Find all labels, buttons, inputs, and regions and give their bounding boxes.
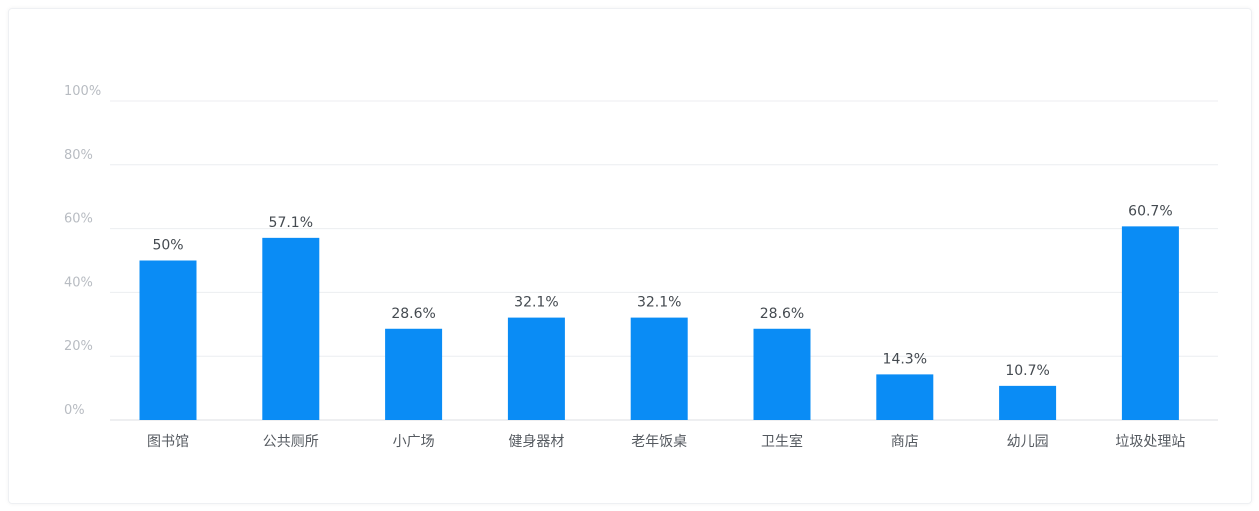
data-label: 10.7%: [1005, 363, 1049, 379]
x-axis-categories: 图书馆 公共厕所 小广场 健身器材 老年饭桌 卫生室 商店 幼儿园 垃圾处理站: [147, 433, 1185, 450]
category-label: 小广场: [393, 434, 435, 450]
y-tick-label: 0%: [64, 403, 85, 418]
data-label: 14.3%: [883, 351, 927, 367]
category-label: 公共厕所: [263, 434, 319, 450]
data-label: 28.6%: [760, 306, 804, 322]
category-label: 图书馆: [147, 434, 189, 450]
y-tick-label: 100%: [64, 84, 101, 99]
category-label: 卫生室: [761, 433, 803, 450]
data-label: 50%: [152, 238, 183, 254]
data-label: 60.7%: [1128, 203, 1172, 219]
bar-2: [262, 237, 320, 420]
y-tick-label: 40%: [64, 275, 93, 290]
y-tick-label: 20%: [64, 339, 93, 354]
data-label: 57.1%: [269, 215, 313, 231]
bar-1: [139, 260, 197, 420]
category-label: 健身器材: [508, 434, 564, 450]
bar-8: [999, 385, 1057, 420]
category-label: 幼儿园: [1007, 434, 1049, 450]
data-label: 32.1%: [514, 295, 558, 311]
y-axis-ticks: 0% 20% 40% 60% 80% 100%: [64, 84, 101, 418]
category-label: 老年饭桌: [631, 434, 687, 450]
data-label: 32.1%: [637, 295, 681, 311]
data-labels: 50% 57.1% 28.6% 32.1% 32.1% 28.6% 14.3% 10.7% 60…: [152, 203, 1172, 379]
y-tick-label: 80%: [64, 148, 93, 163]
category-label: 垃圾处理站: [1115, 434, 1185, 450]
chart-card: [8, 8, 1252, 504]
bar-6: [753, 328, 811, 420]
bar-3: [385, 328, 443, 420]
category-label: 商店: [891, 434, 919, 450]
bars: [139, 226, 1179, 420]
bar-5: [630, 317, 688, 420]
bar-7: [876, 374, 934, 420]
bar-9: [1121, 226, 1179, 420]
data-label: 28.6%: [391, 306, 435, 322]
y-tick-label: 60%: [64, 212, 93, 227]
bar-4: [507, 317, 565, 420]
